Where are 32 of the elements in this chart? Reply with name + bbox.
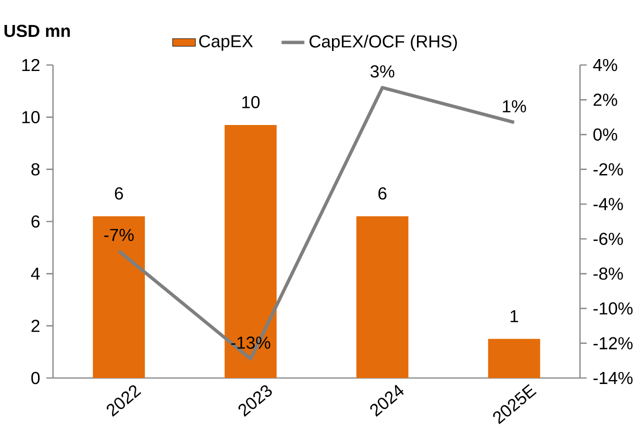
y2-tick-label: -12% bbox=[593, 337, 633, 350]
y-tick-label: 2 bbox=[32, 320, 40, 332]
data-label: 10 bbox=[242, 96, 260, 108]
y2-tick-label: 4% bbox=[593, 58, 618, 72]
bar bbox=[488, 338, 540, 378]
y2-tick-label: -6% bbox=[593, 232, 623, 246]
y-tick-label: 6 bbox=[32, 215, 40, 228]
y-tick-label: 12 bbox=[22, 58, 40, 72]
y2-tick-label: -14% bbox=[593, 372, 633, 384]
data-label: -7% bbox=[104, 228, 134, 242]
y-axis-title: USD mn bbox=[4, 24, 70, 38]
data-label: 3% bbox=[370, 65, 394, 78]
y-tick-label: 4 bbox=[31, 268, 40, 280]
y2-tick-label: -2% bbox=[593, 163, 623, 176]
data-label: 1 bbox=[510, 310, 518, 322]
y-tick-label: 10 bbox=[22, 111, 40, 124]
legend-label: CapEX/OCF (RHS) bbox=[310, 34, 457, 52]
data-label: -13% bbox=[231, 336, 270, 349]
y-tick-label: 8 bbox=[31, 163, 40, 176]
bar bbox=[92, 216, 145, 378]
data-label: 1% bbox=[502, 100, 526, 112]
y2-tick-label: -8% bbox=[593, 268, 623, 280]
y2-tick-label: -4% bbox=[593, 198, 623, 210]
data-label: 6 bbox=[378, 187, 386, 200]
bar bbox=[224, 124, 277, 378]
y2-tick-label: 0% bbox=[593, 128, 618, 141]
legend-label: CapEX bbox=[199, 35, 253, 51]
y-tick-label: 0 bbox=[31, 372, 40, 384]
y2-tick-label: 2% bbox=[594, 94, 618, 106]
y2-tick-label: -10% bbox=[593, 302, 633, 315]
data-label: 6 bbox=[114, 187, 123, 200]
bar bbox=[356, 216, 408, 378]
